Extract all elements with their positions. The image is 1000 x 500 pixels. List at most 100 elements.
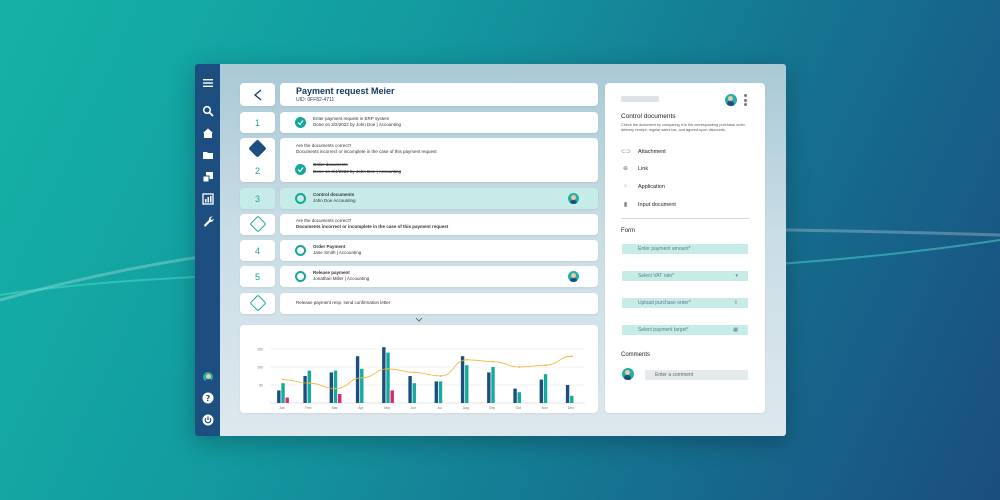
final-row[interactable]: Release payment resp. send confirmation … — [280, 293, 598, 314]
step-1-detail: Done on 3/2/2022 by John Doe | Accountin… — [313, 122, 401, 127]
step-5-detail: Jonathan Miller | Accounting — [313, 276, 370, 281]
app-window: ? Payment request Meier UID: 0FF82-4711 … — [195, 64, 786, 436]
y-tick-label: 100 — [257, 366, 263, 370]
trend-point — [387, 367, 390, 370]
back-button[interactable] — [240, 83, 275, 106]
pending-ring-icon — [295, 193, 306, 204]
search-icon[interactable] — [201, 104, 214, 117]
input-document-item[interactable]: ▮ Input document — [621, 201, 676, 209]
payment-amount-field[interactable]: Enter payment amount* — [622, 244, 748, 254]
check-icon — [295, 164, 306, 175]
bar — [543, 374, 548, 403]
step-3[interactable]: Control documents John Doe Accounting — [280, 188, 598, 209]
x-tick-label: Apr — [358, 406, 364, 410]
folder-icon[interactable] — [201, 148, 214, 161]
bar — [565, 385, 570, 403]
page-title: Payment request Meier — [296, 86, 395, 96]
decision-row[interactable]: Are the documents correct? Documents inc… — [280, 214, 598, 235]
payment-target-select[interactable]: Select payment target* ▦ — [622, 325, 748, 335]
step-number-1: 1 — [240, 112, 275, 133]
step-2[interactable]: Are the documents correct? Documents inc… — [280, 138, 598, 182]
trend-line — [283, 355, 572, 390]
bar — [329, 372, 334, 403]
bar — [513, 388, 517, 403]
bar — [412, 383, 416, 403]
document-tag — [621, 96, 659, 102]
home-icon[interactable] — [201, 126, 214, 139]
y-tick-label: 50 — [259, 384, 263, 388]
bar — [338, 394, 342, 403]
assignee-avatar — [568, 271, 579, 282]
step-3-detail: John Doe Accounting — [313, 198, 356, 203]
x-tick-label: Feb — [305, 406, 311, 410]
trend-point — [439, 375, 442, 377]
step-5-title: Release payment — [313, 270, 350, 275]
y-tick-label: 150 — [257, 348, 263, 352]
check-icon — [295, 117, 306, 128]
attachment-item[interactable]: ⊂⊃ Attachment — [621, 148, 666, 156]
bar — [487, 372, 491, 403]
grid-icon: ⁘ — [622, 184, 629, 190]
step-1-title: Enter payment request in ERP system — [313, 116, 390, 121]
bar-chart: 150 100 50 Jan Feb Mar Apr Mai Jun Jul Aug Sep Oct No… — [257, 347, 585, 410]
panel-avatar[interactable] — [725, 94, 737, 106]
step-2-question: Are the documents correct? — [296, 143, 352, 148]
pending-ring-icon — [295, 271, 306, 282]
bar — [281, 383, 285, 403]
help-icon[interactable]: ? — [201, 391, 214, 404]
bar — [408, 376, 412, 403]
application-item[interactable]: ⁘ Application — [622, 183, 665, 191]
panel-description: Check the document by comparing it to th… — [621, 123, 746, 132]
bar — [539, 379, 544, 403]
detail-panel: Control documents Check the document by … — [605, 83, 765, 413]
form-label: Form — [621, 228, 635, 234]
x-tick-label: Dec — [568, 406, 574, 410]
step-number-4: 4 — [240, 240, 275, 261]
comment-input[interactable]: Enter a comment — [645, 370, 748, 380]
bar — [360, 368, 364, 403]
trend-point — [282, 378, 285, 381]
bar — [434, 381, 439, 403]
x-tick-label: Nov — [542, 406, 548, 410]
upload-icon: ⇪ — [733, 300, 738, 306]
trend-point — [544, 364, 547, 367]
x-tick-label: Mai — [384, 406, 390, 410]
decision-question: Are the documents correct? — [296, 218, 352, 223]
link-item[interactable]: ⊕ Link — [622, 165, 649, 173]
x-tick-label: Oct — [516, 406, 521, 410]
bar — [303, 376, 307, 403]
vat-rate-select[interactable]: Select VAT rate* ▾ — [622, 271, 748, 281]
decision-diamond-icon — [248, 139, 267, 158]
comments-label: Comments — [621, 352, 651, 358]
step-1[interactable]: Enter payment request in ERP system Done… — [280, 112, 598, 133]
chart-card: 150 100 50 Jan Feb Mar Apr Mai Jun Jul Aug Sep Oct No… — [240, 325, 598, 413]
bar — [382, 347, 386, 403]
decision-answer: Documents incorrect or incomplete in the… — [296, 224, 449, 229]
wrench-icon[interactable] — [201, 214, 214, 227]
user-avatar[interactable] — [201, 370, 214, 383]
x-tick-label: Jun — [411, 406, 417, 410]
decision-diamond-icon — [249, 294, 267, 312]
x-tick-label: Jan — [279, 406, 285, 410]
step-2-detail: Done on 3/4/2022 by John Doe | Accountin… — [313, 169, 401, 174]
final-marker — [240, 293, 275, 314]
bar — [570, 395, 574, 403]
bar — [491, 367, 495, 403]
purchase-order-upload[interactable]: Upload purchase order* ⇪ — [622, 298, 748, 308]
step-4[interactable]: Order Payment Jane Smith | Accounting — [280, 240, 598, 261]
x-tick-label: Mar — [332, 406, 339, 410]
documents-icon[interactable] — [201, 170, 214, 183]
menu-icon[interactable] — [201, 76, 214, 89]
x-tick-label: Aug — [463, 406, 469, 410]
trend-point — [360, 376, 363, 379]
pending-ring-icon — [295, 245, 306, 256]
divider — [621, 218, 749, 219]
chevron-down-icon[interactable] — [415, 317, 423, 322]
more-options-icon[interactable] — [744, 94, 747, 106]
trend-point — [492, 360, 495, 363]
step-5[interactable]: Release payment Jonathan Miller | Accoun… — [280, 266, 598, 287]
chart-icon[interactable] — [201, 192, 214, 205]
x-tick-label: Jul — [437, 406, 442, 410]
power-icon[interactable] — [201, 413, 214, 426]
decision-diamond-icon — [249, 215, 267, 233]
